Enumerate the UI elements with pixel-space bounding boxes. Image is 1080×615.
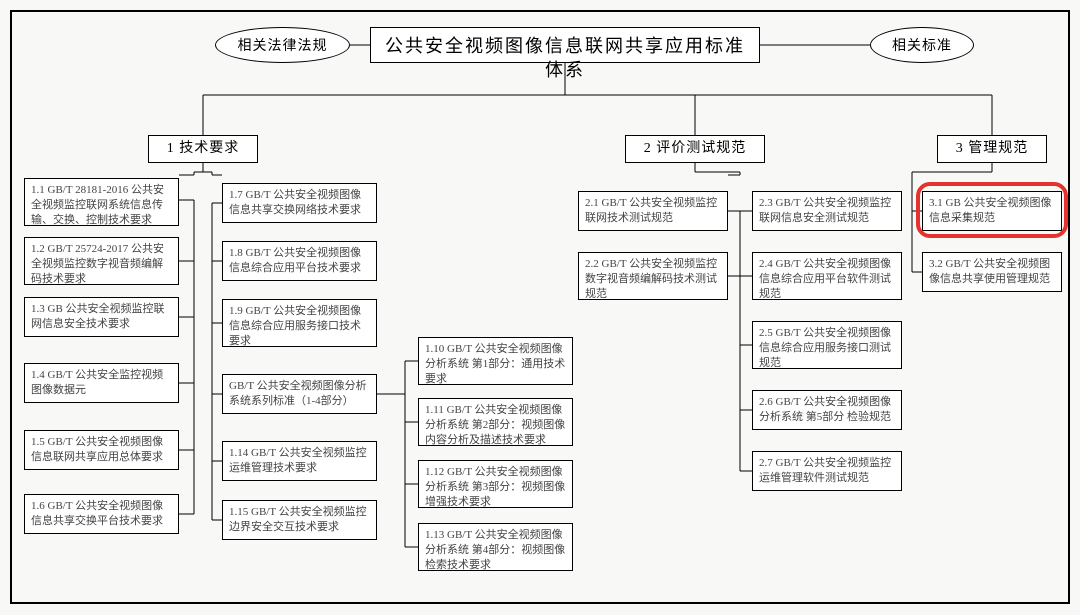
- node-b3: 3 管理规范: [937, 135, 1047, 163]
- node-n1_3: 1.3 GB 公共安全视频监控联网信息安全技术要求: [24, 297, 179, 337]
- node-n2_3: 2.3 GB/T 公共安全视频监控联网信息安全测试规范: [752, 191, 902, 231]
- node-n1_15: 1.15 GB/T 公共安全视频监控边界安全交互技术要求: [222, 500, 377, 540]
- node-n2_4: 2.4 GB/T 公共安全视频图像信息综合应用平台软件测试规范: [752, 252, 902, 300]
- node-oval_left: 相关法律法规: [215, 27, 350, 63]
- node-n1_5: 1.5 GB/T 公共安全视频图像信息联网共享应用总体要求: [24, 430, 179, 470]
- node-n1_14: 1.14 GB/T 公共安全视频监控运维管理技术要求: [222, 441, 377, 481]
- node-oval_right: 相关标准: [870, 27, 974, 63]
- node-b2: 2 评价测试规范: [625, 135, 765, 163]
- node-n1_6: 1.6 GB/T 公共安全视频图像信息共享交换平台技术要求: [24, 494, 179, 534]
- node-n2_6: 2.6 GB/T 公共安全视频图像分析系统 第5部分 检验规范: [752, 390, 902, 430]
- node-n1_8: 1.8 GB/T 公共安全视频图像信息综合应用平台技术要求: [222, 241, 377, 281]
- node-n1_7: 1.7 GB/T 公共安全视频图像信息共享交换网络技术要求: [222, 183, 377, 223]
- node-n2_2: 2.2 GB/T 公共安全视频监控数字视音频编解码技术测试规范: [578, 252, 728, 300]
- node-n3_2: 3.2 GB/T 公共安全视频图像信息共享使用管理规范: [922, 252, 1062, 292]
- node-n1_9: 1.9 GB/T 公共安全视频图像信息综合应用服务接口技术要求: [222, 299, 377, 347]
- node-n1_1: 1.1 GB/T 28181-2016 公共安全视频监控联网系统信息传输、交换、…: [24, 178, 179, 226]
- node-n1_4: 1.4 GB/T 公共安全监控视频图像数据元: [24, 363, 179, 403]
- node-n1_10: 1.10 GB/T 公共安全视频图像分析系统 第1部分：通用技术要求: [418, 337, 573, 385]
- node-n3_1: 3.1 GB 公共安全视频图像信息采集规范: [922, 191, 1062, 231]
- node-n1_g: GB/T 公共安全视频图像分析系统系列标准（1-4部分）: [222, 374, 377, 414]
- node-n1_13: 1.13 GB/T 公共安全视频图像分析系统 第4部分：视频图像检索技术要求: [418, 523, 573, 571]
- node-n2_1: 2.1 GB/T 公共安全视频监控联网技术测试规范: [578, 191, 728, 231]
- node-n1_2: 1.2 GB/T 25724-2017 公共安全视频监控数字视音频编解码技术要求: [24, 237, 179, 285]
- node-b1: 1 技术要求: [148, 135, 258, 163]
- node-n2_7: 2.7 GB/T 公共安全视频监控运维管理软件测试规范: [752, 451, 902, 491]
- node-n1_11: 1.11 GB/T 公共安全视频图像分析系统 第2部分：视频图像内容分析及描述技…: [418, 398, 573, 446]
- node-n1_12: 1.12 GB/T 公共安全视频图像分析系统 第3部分：视频图像增强技术要求: [418, 460, 573, 508]
- node-n2_5: 2.5 GB/T 公共安全视频图像信息综合应用服务接口测试规范: [752, 321, 902, 369]
- node-title: 公共安全视频图像信息联网共享应用标准体系: [370, 27, 760, 63]
